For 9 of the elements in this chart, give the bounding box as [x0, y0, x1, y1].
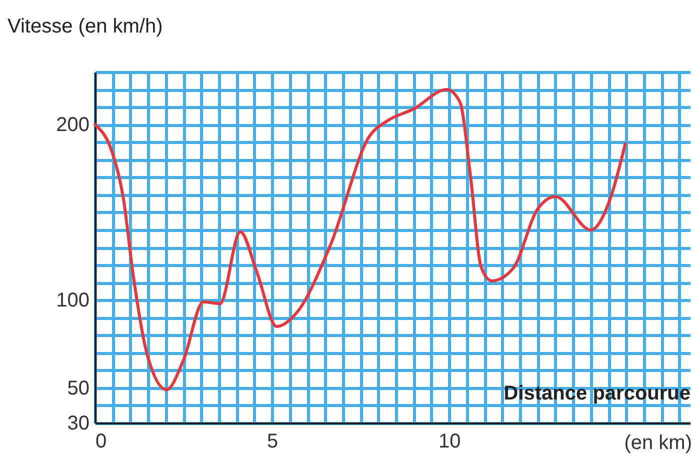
x-tick-label: 0 — [96, 430, 107, 452]
y-tick-label: 100 — [56, 290, 90, 312]
y-tick-label: 50 — [67, 377, 90, 400]
y-tick-label: 30 — [67, 412, 90, 434]
y-axis-title: Vitesse (en km/h) — [8, 16, 163, 38]
y-tick-label: 200 — [56, 114, 90, 136]
text: (en km) — [624, 432, 692, 454]
x-tick-label: 10 — [438, 430, 461, 452]
x-tick-label: 5 — [267, 430, 278, 452]
